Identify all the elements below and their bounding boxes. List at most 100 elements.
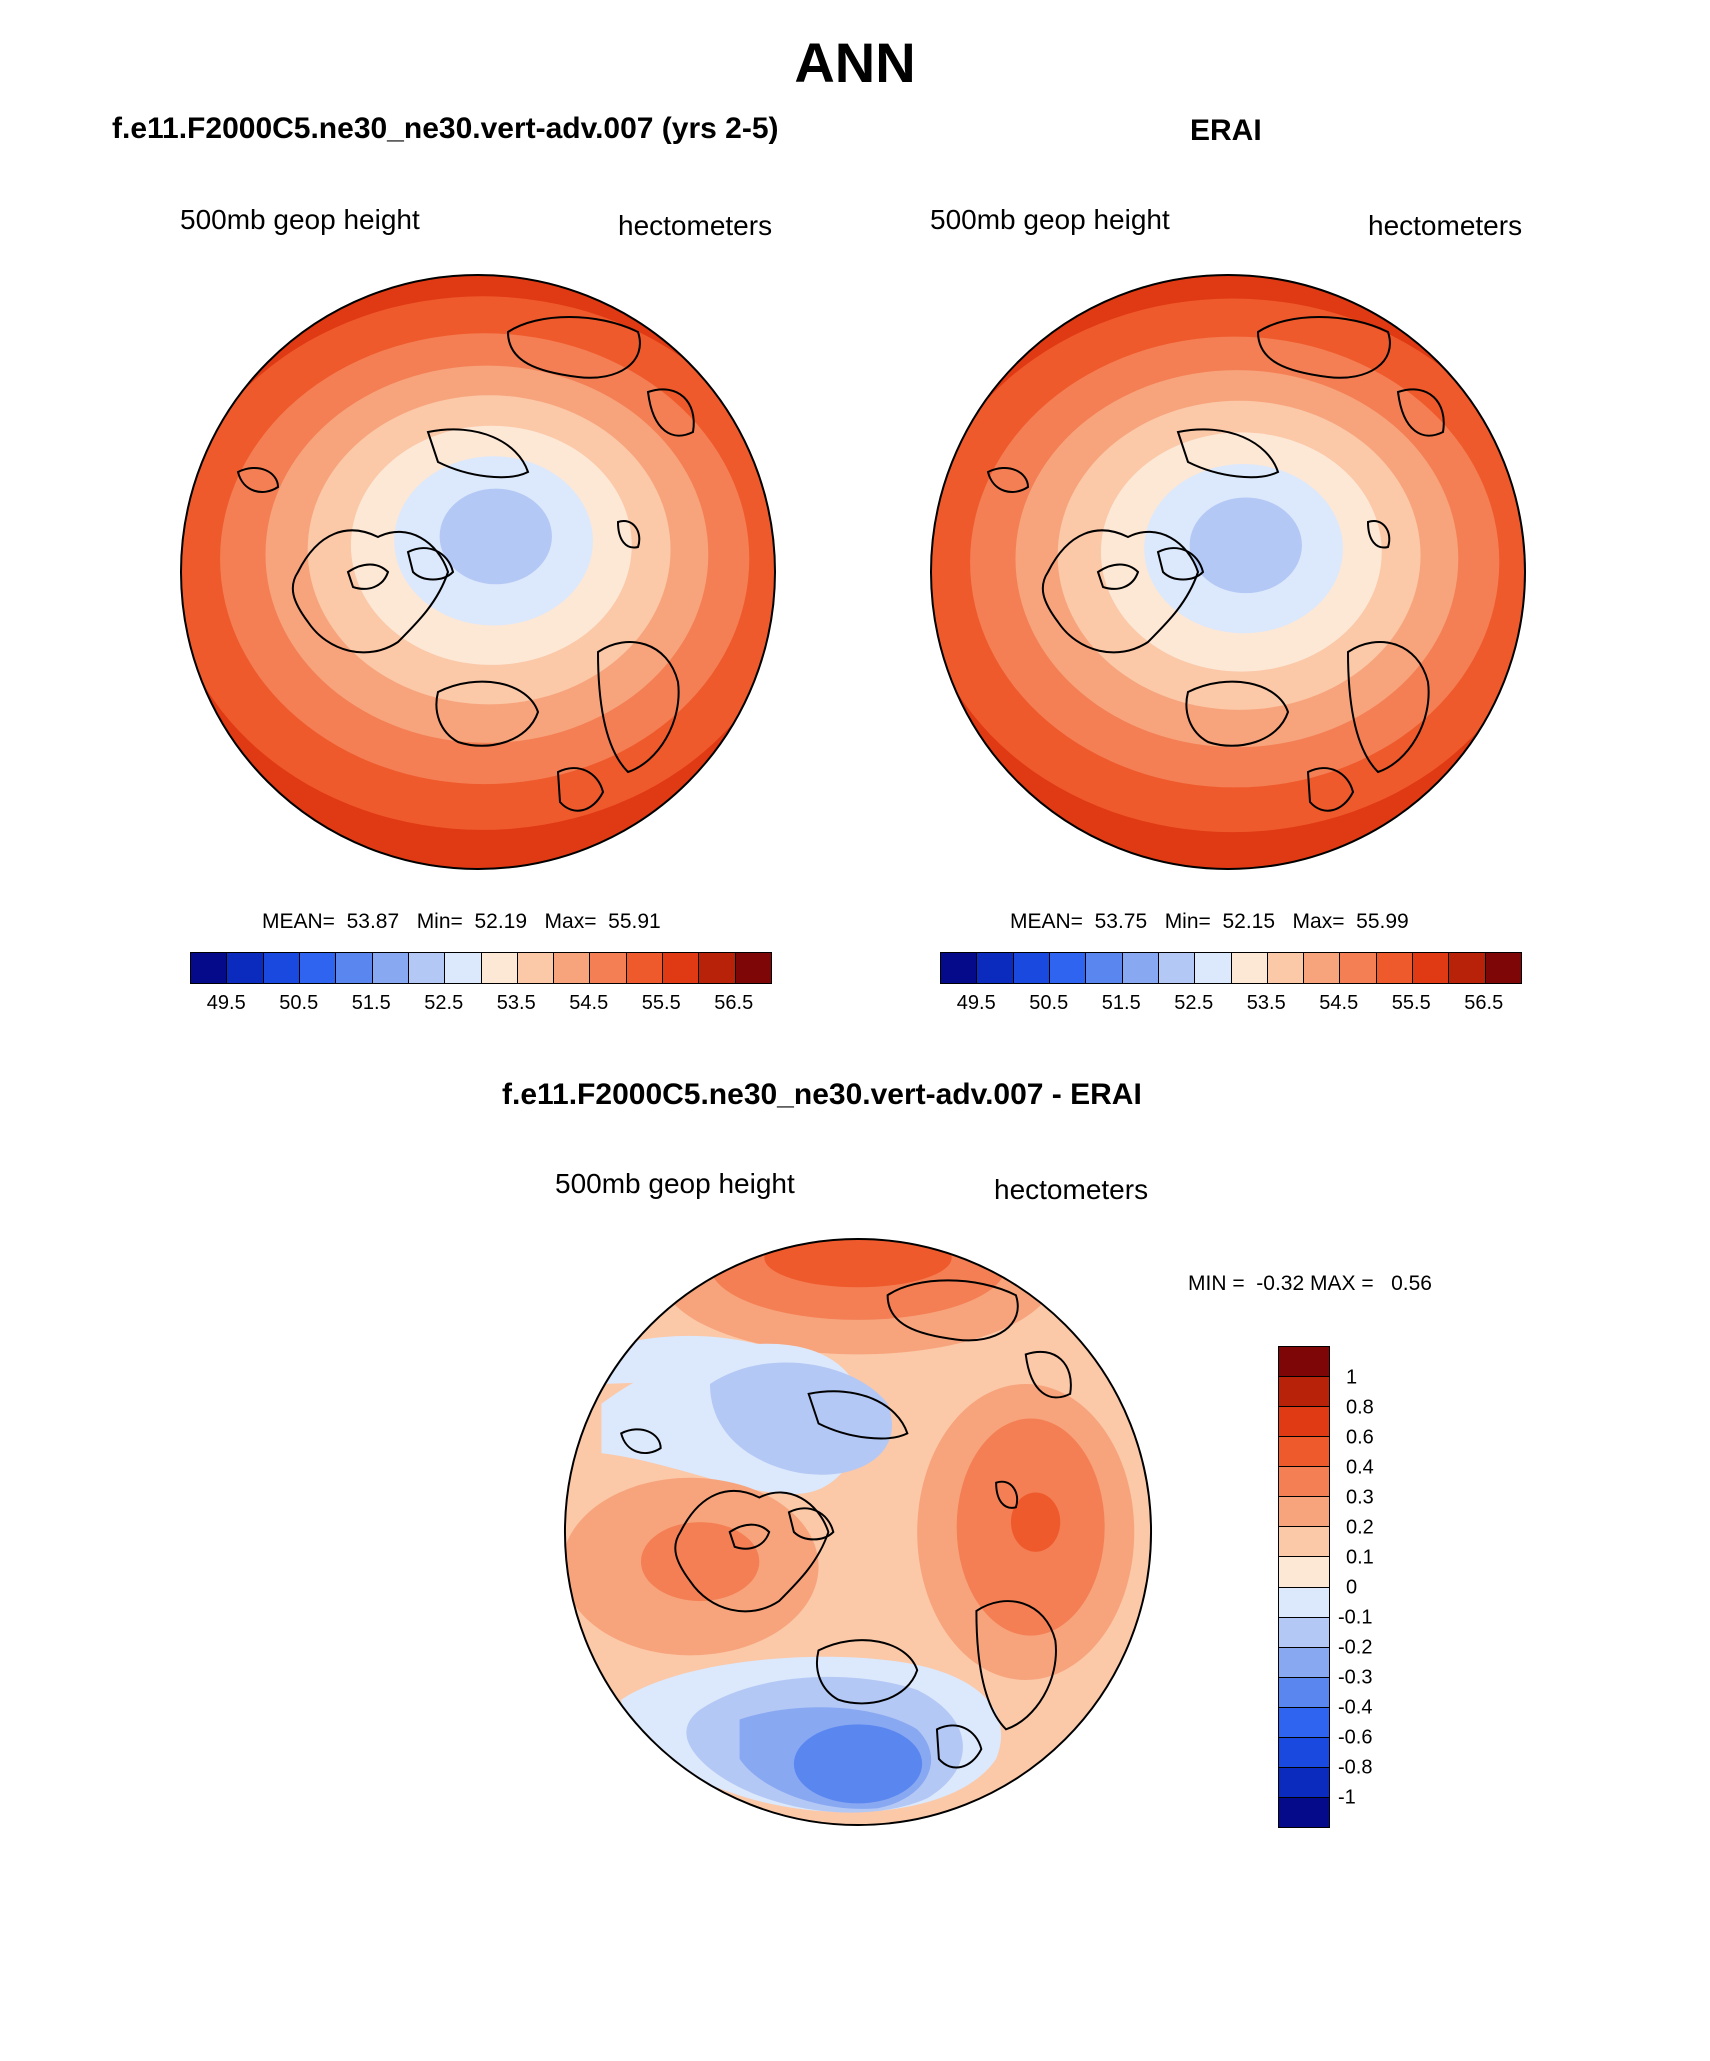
- colorbar-swatch: [553, 953, 590, 983]
- diff-field-label: 500mb geop height: [555, 1168, 795, 1199]
- obs-mean-label: MEAN=: [1010, 910, 1083, 933]
- colorbar-swatch: [191, 953, 227, 983]
- colorbar-tick-label: 51.5: [1101, 992, 1141, 1014]
- coastline-segment: [1366, 520, 1391, 549]
- diff-max-value: 0.56: [1391, 1272, 1432, 1295]
- coastline-segment: [986, 467, 1030, 493]
- obs-max-value: 55.99: [1356, 910, 1409, 933]
- coastline-segment: [556, 767, 605, 812]
- coastline-segment: [346, 563, 390, 590]
- colorbar-swatch: [1303, 953, 1340, 983]
- colorbar-swatch: [1048, 953, 1086, 983]
- colorbar-tick-label: 0.6: [1346, 1426, 1374, 1449]
- coastline-segment: [1041, 529, 1200, 654]
- colorbar-tick-label: 50.5: [1029, 992, 1069, 1014]
- colorbar-swatch: [1375, 953, 1413, 983]
- obs-coastlines: [986, 316, 1445, 812]
- coastline-segment: [1346, 641, 1430, 774]
- colorbar-tick-label: 51.5: [351, 992, 391, 1014]
- colorbar-swatch: [1279, 1466, 1329, 1497]
- colorbar-swatch: [976, 953, 1013, 983]
- obs-stats: MEAN= 53.75 Min= 52.15 Max= 55.99: [1010, 910, 1409, 934]
- diff-map: [563, 1237, 1153, 1827]
- coastline-segment: [616, 520, 641, 549]
- coastline-segment: [1306, 767, 1355, 812]
- coastline-segment: [1156, 547, 1205, 581]
- colorbar-swatch: [444, 953, 481, 983]
- obs-mean-value: 53.75: [1094, 910, 1148, 933]
- colorbar-swatch: [1266, 953, 1304, 983]
- colorbar-tick-label: 0.8: [1346, 1396, 1374, 1419]
- model-coastlines: [236, 316, 695, 812]
- colorbar-swatch: [1230, 953, 1267, 983]
- colorbar-swatch: [1279, 1736, 1329, 1767]
- colorbar-tick-label: 56.5: [1464, 992, 1504, 1014]
- colorbar-swatch: [298, 953, 336, 983]
- colorbar-swatch: [1012, 953, 1049, 983]
- model-height-contours: [181, 275, 775, 869]
- colorbar-swatch: [335, 953, 372, 983]
- coastline-segment: [728, 1523, 771, 1550]
- colorbar-tick-label: 54.5: [1319, 992, 1359, 1014]
- colorbar-swatch: [698, 953, 735, 983]
- diff-units-label: hectometers: [994, 1174, 1149, 1205]
- colorbar-tick-label: 53.5: [496, 992, 536, 1014]
- colorbar-tick-label: -0.1: [1338, 1606, 1373, 1629]
- colorbar-swatch: [625, 953, 663, 983]
- colorbar-swatch: [1448, 953, 1485, 983]
- colorbar-tick-label: 54.5: [569, 992, 609, 1014]
- coastline-segment: [596, 641, 680, 774]
- colorbar-swatch: [1157, 953, 1195, 983]
- diff-max-label: MAX =: [1309, 1272, 1374, 1295]
- model-mean-label: MEAN=: [262, 910, 335, 933]
- colorbar-swatch: [1279, 1586, 1329, 1617]
- obs-panel-title: ERAI: [1190, 114, 1262, 147]
- coastline-segment: [1176, 428, 1280, 479]
- colorbar-swatch: [407, 953, 445, 983]
- coastline-segment: [1396, 388, 1445, 437]
- coastline-segment: [1096, 563, 1140, 590]
- model-max-label: Max=: [544, 910, 597, 933]
- model-field-label: 500mb geop height: [180, 204, 420, 235]
- colorbar-swatch: [1279, 1376, 1329, 1407]
- model-units-label: hectometers: [618, 210, 773, 241]
- colorbar-tick-label: 0.4: [1346, 1456, 1374, 1479]
- colorbar-swatch: [1085, 953, 1122, 983]
- model-min-value: 52.19: [474, 910, 528, 933]
- colorbar-swatch: [1279, 1766, 1329, 1797]
- colorbar-tick-label: 0.2: [1346, 1516, 1374, 1539]
- coastline-segment: [291, 529, 450, 654]
- colorbar-swatch: [734, 953, 771, 983]
- coastline-segment: [1256, 316, 1391, 379]
- obs-min-value: 52.15: [1222, 910, 1276, 933]
- coastline-segment: [935, 1724, 983, 1769]
- diff-height-contours: [564, 1238, 1152, 1826]
- colorbar-tick-label: -1: [1338, 1786, 1356, 1809]
- colorbar-swatch: [262, 953, 299, 983]
- contour-band-8: [439, 488, 552, 585]
- colorbar-swatch: [589, 953, 626, 983]
- obs-min-label: Min=: [1164, 910, 1211, 933]
- obs-map: [930, 274, 1526, 870]
- colorbar-swatch: [1194, 953, 1231, 983]
- colorbar-swatch: [1279, 1706, 1329, 1737]
- model-stats: MEAN= 53.87 Min= 52.19 Max= 55.91: [262, 910, 661, 934]
- colorbar-tick-label: 55.5: [1391, 992, 1431, 1014]
- coastline-segment: [236, 467, 280, 493]
- colorbar-tick-label: -0.4: [1338, 1696, 1373, 1719]
- coastline-segment: [1024, 1350, 1072, 1399]
- coastline-segment: [807, 1390, 909, 1440]
- coastline-segment: [435, 680, 540, 747]
- coastline-segment: [886, 1279, 1019, 1342]
- colorbar-swatch: [1279, 1436, 1329, 1467]
- diff-min-label: MIN =: [1188, 1272, 1245, 1295]
- coastline-segment: [816, 1639, 919, 1705]
- colorbar-tick-label: 53.5: [1246, 992, 1286, 1014]
- obs-height-contours: [931, 275, 1525, 869]
- model-panel-title: f.e11.F2000C5.ne30_ne30.vert-adv.007 (yr…: [112, 112, 779, 145]
- colorbar-swatch: [941, 953, 977, 983]
- coastline-segment: [506, 316, 641, 379]
- coastline-segment: [787, 1507, 835, 1541]
- colorbar-swatch: [1279, 1406, 1329, 1437]
- model-colorbar: 49.5 50.5 51.5 52.5 53.5 54.5 55.5 56.5: [190, 952, 772, 1014]
